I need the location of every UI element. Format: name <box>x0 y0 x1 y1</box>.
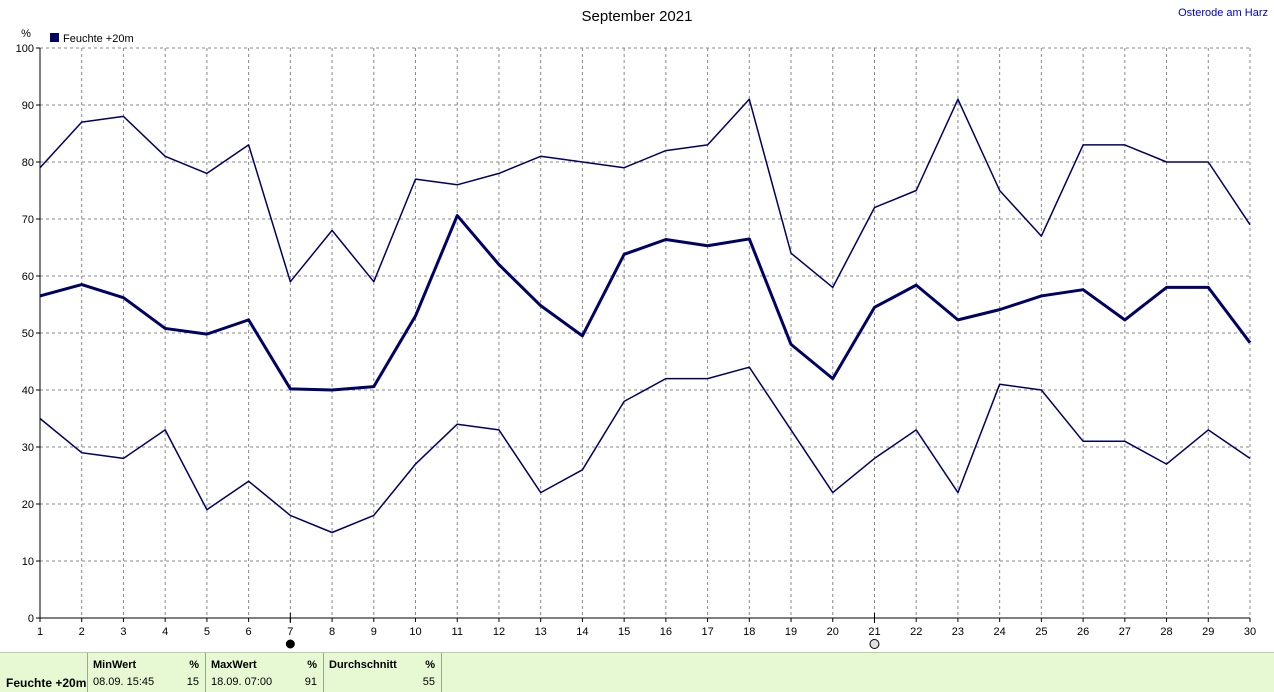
avg-unit: % <box>425 659 435 671</box>
min-value: 15 <box>186 676 199 688</box>
x-tick-label: 24 <box>994 626 1006 638</box>
max-time: 18.09. 07:00 <box>211 676 273 688</box>
x-tick-label: 21 <box>868 626 880 638</box>
location-label: Osterode am Harz <box>1178 7 1268 19</box>
x-tick-label: 26 <box>1077 626 1089 638</box>
min-unit: % <box>189 659 199 671</box>
series-line-min <box>39 366 1251 534</box>
y-tick-label: 20 <box>22 499 34 511</box>
x-tick-label: 2 <box>79 626 85 638</box>
x-tick-label: 6 <box>246 626 252 638</box>
x-tick-label: 12 <box>493 626 505 638</box>
y-tick-label: 40 <box>22 385 34 397</box>
y-tick-label: 90 <box>22 100 34 112</box>
x-tick-label: 22 <box>910 626 922 638</box>
x-tick-label: 8 <box>329 626 335 638</box>
min-time: 08.09. 15:45 <box>93 676 155 688</box>
y-tick-label: 100 <box>16 43 34 55</box>
x-tick-label: 7 <box>287 626 293 638</box>
x-tick-label: 13 <box>535 626 547 638</box>
x-tick-label: 4 <box>162 626 168 638</box>
stats-row-header: Feuchte +20m <box>0 653 88 692</box>
stats-min-cell: MinWert % 08.09. 15:45 15 <box>88 653 206 692</box>
stats-panel: Feuchte +20m MinWert % 08.09. 15:45 15 M… <box>0 652 1274 692</box>
x-tick-label: 3 <box>120 626 126 638</box>
x-tick-label: 18 <box>743 626 755 638</box>
stats-row-label: Feuchte +20m <box>6 676 87 690</box>
stats-max-cell: MaxWert % 18.09. 07:00 91 <box>206 653 324 692</box>
x-tick-label: 11 <box>452 626 463 638</box>
x-tick-label: 5 <box>204 626 210 638</box>
y-tick-label: 60 <box>22 271 34 283</box>
y-tick-label: 80 <box>22 157 34 169</box>
chart-grid <box>40 47 1251 618</box>
avg-value: 55 <box>422 676 435 688</box>
series-line-avg <box>39 214 1252 392</box>
series-line-max <box>39 98 1251 289</box>
x-tick-label: 15 <box>618 626 630 638</box>
legend-label: Feuchte +20m <box>63 33 134 45</box>
max-value: 91 <box>304 676 317 688</box>
x-tick-label: 16 <box>660 626 672 638</box>
y-tick-label: 50 <box>22 328 34 340</box>
series-layer <box>39 98 1252 534</box>
full-moon-icon <box>869 639 880 649</box>
y-tick-label: 10 <box>22 556 34 568</box>
max-label: MaxWert <box>211 659 257 671</box>
legend-swatch <box>50 33 59 42</box>
avg-label: Durchschnitt <box>329 659 397 671</box>
x-tick-label: 19 <box>785 626 797 638</box>
humidity-chart: September 2021 Osterode am Harz % Feucht… <box>16 7 1268 649</box>
min-label: MinWert <box>93 659 137 671</box>
x-tick-label: 27 <box>1119 626 1131 638</box>
stats-avg-cell: Durchschnitt % 55 <box>324 653 442 692</box>
x-tick-label: 30 <box>1244 626 1256 638</box>
x-tick-label: 14 <box>576 626 588 638</box>
y-axis-unit: % <box>21 28 31 40</box>
chart-title: September 2021 <box>582 8 693 25</box>
max-unit: % <box>307 659 317 671</box>
y-tick-label: 0 <box>28 613 34 625</box>
y-tick-label: 70 <box>22 214 34 226</box>
x-tick-label: 20 <box>827 626 839 638</box>
moon-markers <box>285 613 880 649</box>
y-tick-label: 30 <box>22 442 34 454</box>
x-tick-label: 23 <box>952 626 964 638</box>
x-tick-label: 10 <box>409 626 421 638</box>
new-moon-icon <box>285 639 295 649</box>
x-tick-label: 9 <box>371 626 377 638</box>
x-tick-label: 25 <box>1035 626 1047 638</box>
x-tick-label: 29 <box>1202 626 1214 638</box>
x-tick-label: 28 <box>1160 626 1172 638</box>
x-tick-label: 1 <box>37 626 43 638</box>
x-tick-label: 17 <box>701 626 713 638</box>
